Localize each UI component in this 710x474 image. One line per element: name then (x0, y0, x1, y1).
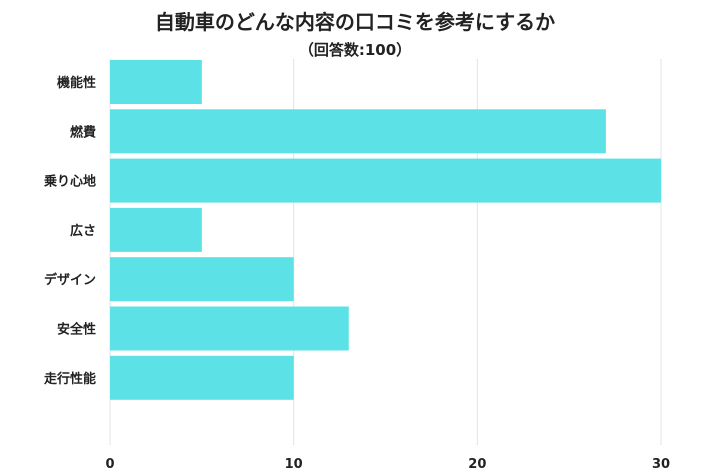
bars (110, 60, 661, 400)
bar-5 (110, 306, 349, 351)
bar-4 (110, 257, 294, 302)
x-tick-label: 20 (468, 457, 486, 472)
bar-0 (110, 60, 202, 104)
x-tick-label: 10 (285, 457, 303, 472)
x-tick-labels: 0 10 20 30 (105, 457, 670, 472)
bar-3 (110, 207, 202, 252)
category-label: 機能性 (57, 75, 96, 91)
chart-title: 自動車のどんな内容の口コミを参考にするか (155, 10, 555, 34)
category-label: 広さ (70, 223, 96, 239)
chart-subtitle: （回答数:100） (299, 41, 411, 59)
bar-6 (110, 355, 294, 400)
category-label: デザイン (44, 272, 96, 288)
category-label: 燃費 (70, 124, 96, 140)
bar-1 (110, 109, 606, 154)
x-tick-label: 0 (105, 457, 114, 472)
x-tick-label: 30 (652, 457, 670, 472)
category-label: 安全性 (57, 322, 96, 338)
bar-2 (110, 158, 661, 203)
category-label: 走行性能 (44, 371, 96, 387)
category-label: 乗り心地 (43, 174, 96, 190)
